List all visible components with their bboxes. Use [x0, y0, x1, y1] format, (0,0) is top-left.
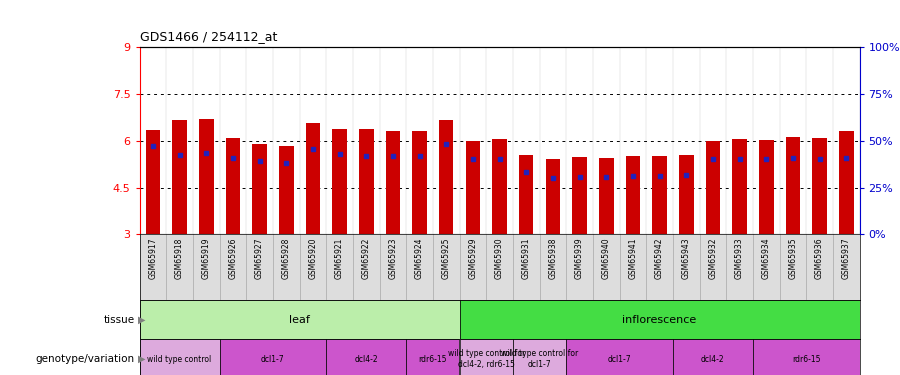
Bar	[220, 339, 326, 375]
Bar	[279, 146, 293, 234]
Text: GSM65918: GSM65918	[175, 238, 184, 279]
Text: dcl4-2: dcl4-2	[355, 355, 378, 364]
Text: GSM65935: GSM65935	[788, 238, 797, 279]
Text: wild type control for
dcl4-2, rdr6-15: wild type control for dcl4-2, rdr6-15	[447, 350, 525, 369]
Bar	[673, 339, 752, 375]
Text: GSM65920: GSM65920	[309, 238, 318, 279]
Bar	[460, 300, 860, 339]
Text: GSM65933: GSM65933	[735, 238, 744, 279]
Bar	[439, 120, 454, 234]
Text: GSM65929: GSM65929	[468, 238, 477, 279]
Bar	[706, 141, 720, 234]
Bar	[385, 130, 400, 234]
Bar	[326, 339, 406, 375]
Bar	[752, 339, 860, 375]
Bar	[460, 339, 513, 375]
Bar	[252, 144, 266, 234]
Text: GSM65925: GSM65925	[442, 238, 451, 279]
Text: GSM65926: GSM65926	[229, 238, 238, 279]
Text: GSM65940: GSM65940	[602, 238, 611, 279]
Text: GSM65936: GSM65936	[815, 238, 824, 279]
Text: dcl4-2: dcl4-2	[701, 355, 724, 364]
Bar	[733, 139, 747, 234]
Text: leaf: leaf	[289, 315, 310, 325]
Bar	[140, 339, 220, 375]
Bar	[172, 120, 187, 234]
Text: tissue: tissue	[104, 315, 135, 325]
Bar	[679, 154, 694, 234]
Text: rdr6-15: rdr6-15	[792, 355, 821, 364]
Bar	[140, 300, 460, 339]
Bar	[359, 129, 374, 234]
Text: GSM65923: GSM65923	[388, 238, 397, 279]
Bar	[412, 131, 427, 234]
Bar	[146, 130, 160, 234]
Text: dcl1-7: dcl1-7	[261, 355, 284, 364]
Text: GSM65919: GSM65919	[202, 238, 211, 279]
Bar	[626, 156, 640, 234]
Text: GSM65921: GSM65921	[335, 238, 344, 279]
Bar	[518, 154, 534, 234]
Text: GSM65941: GSM65941	[628, 238, 637, 279]
Text: dcl1-7: dcl1-7	[608, 355, 631, 364]
Text: inflorescence: inflorescence	[623, 315, 697, 325]
Text: GSM65928: GSM65928	[282, 238, 291, 279]
Text: genotype/variation: genotype/variation	[36, 354, 135, 364]
Text: GSM65942: GSM65942	[655, 238, 664, 279]
Text: GSM65934: GSM65934	[761, 238, 770, 279]
Bar	[572, 157, 587, 234]
Text: GSM65939: GSM65939	[575, 238, 584, 279]
Text: GSM65917: GSM65917	[148, 238, 157, 279]
Bar	[492, 139, 507, 234]
Bar	[652, 156, 667, 234]
Text: GSM65943: GSM65943	[681, 238, 690, 279]
Bar	[406, 339, 460, 375]
Bar	[786, 137, 800, 234]
Bar	[513, 339, 566, 375]
Text: GSM65930: GSM65930	[495, 238, 504, 279]
Bar	[598, 158, 614, 234]
Bar	[465, 141, 481, 234]
Bar	[812, 138, 827, 234]
Text: GSM65931: GSM65931	[522, 238, 531, 279]
Text: wild type control: wild type control	[148, 355, 211, 364]
Text: GSM65922: GSM65922	[362, 238, 371, 279]
Text: GDS1466 / 254112_at: GDS1466 / 254112_at	[140, 30, 277, 43]
Bar	[305, 123, 320, 234]
Text: GSM65937: GSM65937	[842, 238, 850, 279]
Bar	[759, 140, 773, 234]
Text: ▶: ▶	[138, 354, 145, 364]
Bar	[545, 159, 560, 234]
Text: wild type control for
dcl1-7: wild type control for dcl1-7	[501, 350, 578, 369]
Text: GSM65932: GSM65932	[708, 238, 717, 279]
Text: GSM65924: GSM65924	[415, 238, 424, 279]
Bar	[839, 131, 853, 234]
Bar	[199, 119, 213, 234]
Text: GSM65927: GSM65927	[255, 238, 264, 279]
Bar	[566, 339, 673, 375]
Text: ▶: ▶	[138, 315, 145, 325]
Text: GSM65938: GSM65938	[548, 238, 557, 279]
Text: rdr6-15: rdr6-15	[418, 355, 447, 364]
Bar	[332, 129, 347, 234]
Bar	[226, 138, 240, 234]
